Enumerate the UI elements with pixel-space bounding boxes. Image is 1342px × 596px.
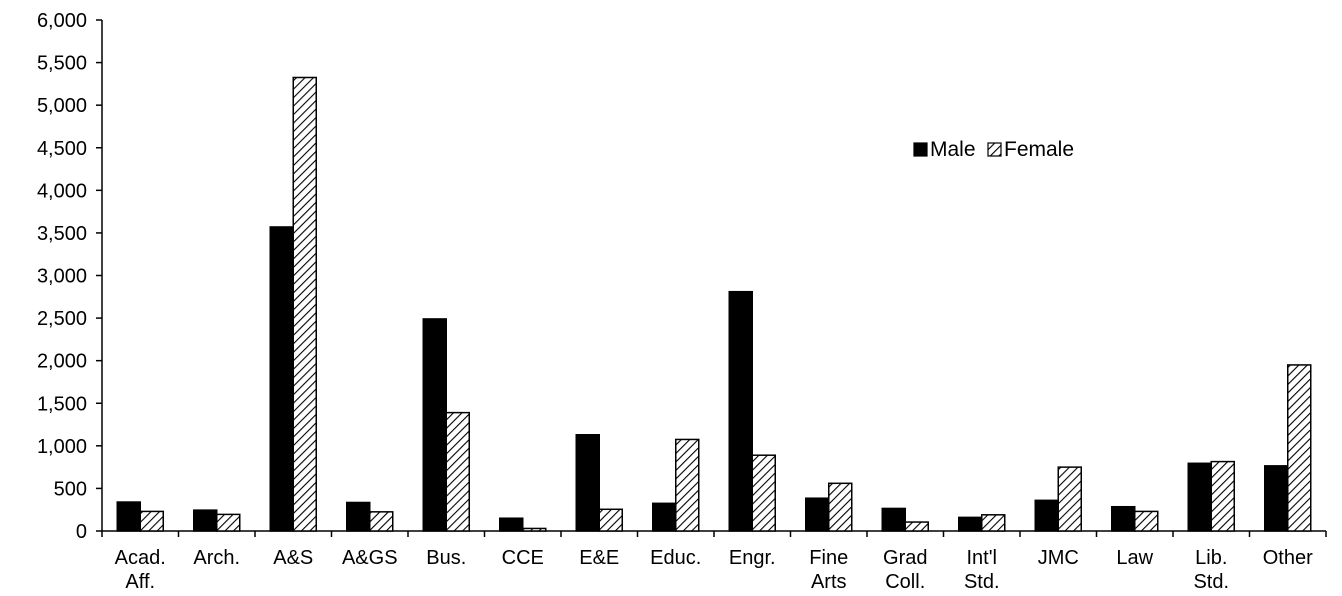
x-category-label: Acad. <box>115 547 166 569</box>
y-tick-label: 5,500 <box>37 53 87 75</box>
x-category-label: Educ. <box>650 547 701 569</box>
bar-male <box>728 290 753 532</box>
bar-female <box>369 511 394 532</box>
x-category-label: Std. <box>964 571 1000 593</box>
bar-male <box>346 501 371 532</box>
legend: Male Female <box>913 138 1074 161</box>
y-tick-label: 4,000 <box>37 180 87 202</box>
x-category-label: Coll. <box>885 571 925 593</box>
bar-male <box>1264 465 1289 532</box>
bar-male <box>1187 462 1212 532</box>
x-category-label: A&S <box>273 547 313 569</box>
bar-male <box>958 516 983 532</box>
x-category-label: Arch. <box>193 547 240 569</box>
x-category-label: JMC <box>1038 547 1079 569</box>
x-category-label: Grad <box>883 547 927 569</box>
x-category-label: A&GS <box>342 547 398 569</box>
x-category-label: E&E <box>579 547 619 569</box>
legend-swatch-female <box>987 142 1002 157</box>
bar-female <box>216 513 241 532</box>
y-tick-label: 3,500 <box>37 223 87 245</box>
labels: 0 500 1,000 1,500 2,000 2,500 3,000 3,500 4,000 4… <box>37 10 1313 593</box>
bar-male <box>499 517 524 532</box>
bar-male <box>575 434 600 532</box>
x-category-label: Lib. <box>1195 547 1227 569</box>
legend-label-female: Female <box>1004 138 1074 161</box>
y-tick-label: 6,000 <box>37 10 87 32</box>
bar-female <box>522 527 547 532</box>
bar-male <box>193 509 218 532</box>
y-tick-label: 1,500 <box>37 393 87 415</box>
x-category-label: Other <box>1263 547 1313 569</box>
bar-female <box>828 482 853 532</box>
bar-male <box>1111 505 1136 532</box>
y-tick-label: 0 <box>76 521 87 543</box>
y-tick-label: 5,000 <box>37 95 87 117</box>
bar-female <box>445 411 470 532</box>
bar-female <box>751 454 776 532</box>
bar-male <box>116 501 141 532</box>
x-category-label: Law <box>1116 547 1153 569</box>
bar-male <box>881 507 906 532</box>
x-category-label: Bus. <box>426 547 466 569</box>
bar-male <box>422 318 447 532</box>
x-category-label: Int'l <box>967 547 998 569</box>
x-category-label: Fine <box>809 547 848 569</box>
bar-female <box>292 76 317 532</box>
legend-label-male: Male <box>930 138 976 161</box>
legend-swatch-male <box>913 142 928 157</box>
y-tick-label: 4,500 <box>37 138 87 160</box>
bar-male <box>1034 499 1059 532</box>
x-category-label: Std. <box>1193 571 1229 593</box>
bar-female <box>598 508 623 532</box>
y-tick-label: 3,000 <box>37 266 87 288</box>
bar-female <box>981 514 1006 532</box>
bar-female <box>139 510 164 532</box>
bar-female <box>1210 460 1235 532</box>
bar-male <box>652 502 677 532</box>
x-category-label: Arts <box>811 571 847 593</box>
bar-female <box>675 438 700 532</box>
bar-male <box>805 497 830 532</box>
bars <box>116 76 1312 532</box>
bar-female <box>1287 364 1312 532</box>
bar-male <box>269 226 294 532</box>
bar-female <box>904 521 929 532</box>
x-category-label: CCE <box>502 547 544 569</box>
y-tick-label: 1,000 <box>37 436 87 458</box>
y-tick-label: 2,000 <box>37 351 87 373</box>
y-tick-label: 500 <box>54 478 87 500</box>
x-category-label: Engr. <box>729 547 776 569</box>
x-category-label: Aff. <box>125 571 155 593</box>
y-tick-label: 2,500 <box>37 308 87 330</box>
bar-female <box>1134 510 1159 532</box>
bar-female <box>1057 466 1082 532</box>
